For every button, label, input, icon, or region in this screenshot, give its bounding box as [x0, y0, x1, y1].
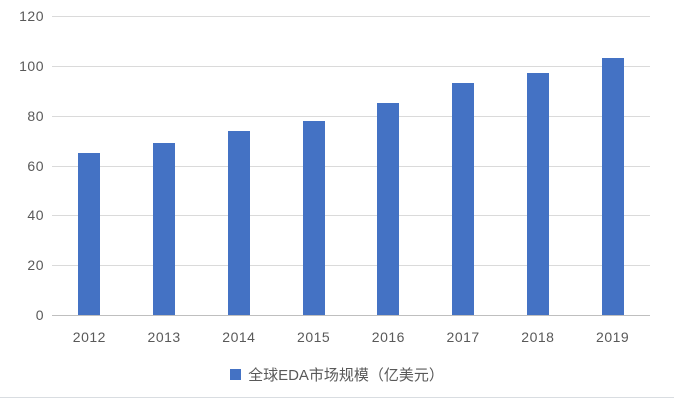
- x-axis-line: [52, 315, 650, 316]
- bottom-frame-line: [0, 397, 674, 398]
- x-axis-tick-label: 2012: [72, 329, 106, 345]
- gridline: [52, 165, 650, 167]
- x-axis-tick-label: 2014: [222, 329, 256, 345]
- bar-slot: [276, 16, 351, 315]
- bar-2017: [452, 83, 475, 315]
- x-axis-tick-label: 2013: [147, 329, 181, 345]
- x-axis-labels: 2012 2013 2014 2015 2016 2017 2018 2019: [52, 329, 650, 345]
- y-axis-tick-label: 100: [19, 57, 44, 74]
- gridline: [52, 215, 650, 217]
- bar-slot: [426, 16, 501, 315]
- gridline: [52, 265, 650, 267]
- bar-2012: [78, 153, 101, 315]
- legend: 全球EDA市场规模（亿美元）: [0, 364, 674, 385]
- bars-layer: [52, 16, 650, 315]
- bar-slot: [52, 16, 127, 315]
- bar-2016: [377, 103, 400, 315]
- bar-slot: [202, 16, 277, 315]
- gridline: [52, 115, 650, 117]
- gridline: [52, 16, 650, 17]
- legend-marker-icon: [230, 369, 242, 380]
- legend-label: 全球EDA市场规模（亿美元）: [248, 367, 444, 384]
- bar-2014: [227, 130, 250, 315]
- bar-slot: [501, 16, 576, 315]
- y-axis-tick-label: 20: [27, 257, 44, 274]
- bar-slot: [575, 16, 650, 315]
- y-axis-tick-label: 80: [27, 107, 44, 124]
- x-axis-tick-label: 2015: [297, 329, 331, 345]
- bar-2018: [526, 73, 549, 315]
- bar-2019: [601, 58, 624, 315]
- y-axis-tick-label: 40: [27, 207, 44, 224]
- x-axis-tick-label: 2018: [521, 329, 555, 345]
- x-axis-tick-label: 2017: [446, 329, 480, 345]
- y-axis-tick-label: 60: [27, 157, 44, 174]
- y-axis-tick-label: 120: [19, 8, 44, 24]
- x-axis-tick-label: 2019: [596, 329, 630, 345]
- bar-2015: [302, 120, 325, 315]
- x-axis-tick-label: 2016: [371, 329, 405, 345]
- y-axis-tick-label: 0: [35, 307, 44, 323]
- gridline: [52, 65, 650, 67]
- bar-slot: [351, 16, 426, 315]
- bar-2013: [153, 143, 176, 315]
- plot-area: [52, 16, 650, 316]
- bar-slot: [127, 16, 202, 315]
